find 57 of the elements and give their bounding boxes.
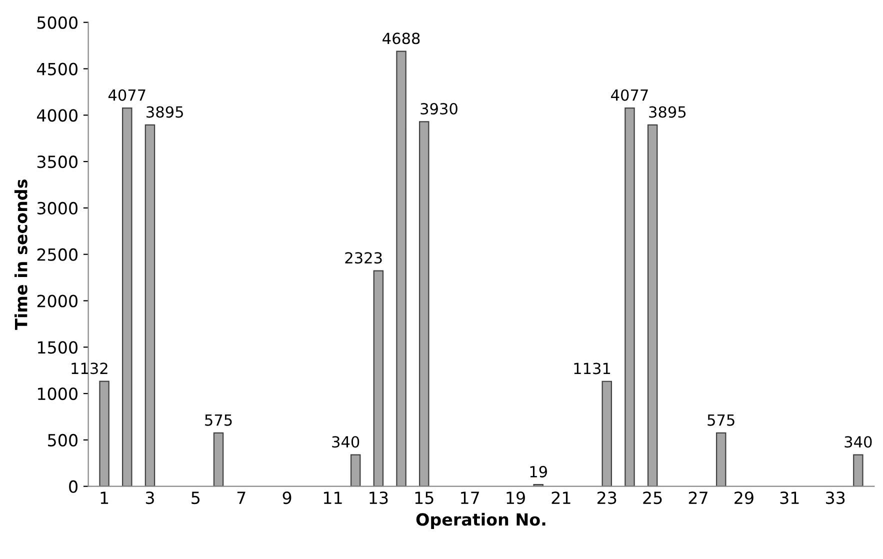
- bar: [350, 454, 361, 486]
- data-label: 340: [844, 436, 872, 448]
- y-tick-label: 2500: [37, 248, 78, 261]
- y-tick-label: 0: [69, 480, 78, 493]
- bar: [602, 380, 612, 486]
- data-label: 3895: [649, 106, 686, 118]
- x-tick-label: 15: [415, 492, 434, 504]
- data-label: 4688: [382, 32, 420, 44]
- x-tick-label: 11: [324, 492, 342, 504]
- bar: [419, 121, 430, 486]
- x-tick-label: 33: [826, 491, 845, 504]
- x-tick-label: 25: [643, 491, 662, 504]
- data-label: 575: [205, 414, 232, 426]
- data-label: 1131: [574, 362, 610, 374]
- x-tick-label: 1: [100, 492, 108, 504]
- bar: [647, 124, 658, 486]
- bar: [213, 432, 224, 486]
- data-label: 340: [332, 436, 360, 448]
- x-tick-label: 7: [237, 492, 246, 504]
- x-tick-label: 19: [506, 491, 525, 504]
- data-label: 3930: [420, 102, 458, 115]
- data-label: 575: [708, 414, 734, 426]
- data-label: 3895: [146, 106, 183, 118]
- bar: [144, 124, 156, 486]
- y-tick-label: 1000: [38, 388, 78, 400]
- data-label: 2323: [345, 252, 382, 264]
- bar: [624, 107, 635, 486]
- bar: [373, 270, 384, 486]
- x-tick-label: 5: [192, 492, 200, 504]
- x-tick-label: 27: [688, 491, 708, 504]
- data-label: 4077: [108, 89, 146, 101]
- y-tick-label: 5000: [37, 16, 78, 29]
- y-tick-label: 4000: [36, 109, 78, 122]
- y-tick-label: 3500: [37, 156, 78, 168]
- y-tick-label: 4500: [36, 62, 78, 76]
- bar: [853, 454, 864, 486]
- y-tick-label: 500: [48, 434, 78, 446]
- x-tick-label: 9: [282, 491, 292, 504]
- bar: [99, 380, 110, 486]
- data-label: 4077: [611, 89, 648, 101]
- x-tick-label: 13: [370, 491, 388, 504]
- y-tick-label: 1500: [38, 341, 78, 354]
- x-tick-label: 3: [146, 491, 154, 504]
- x-tick-label: 31: [780, 491, 799, 504]
- x-tick-label: 17: [461, 492, 479, 504]
- x-axis-title: Operation No.: [416, 512, 546, 530]
- data-label: 1132: [72, 362, 108, 374]
- bar: [716, 432, 726, 486]
- y-tick-label: 2000: [37, 294, 78, 308]
- bar: [396, 50, 406, 486]
- x-tick-label: 21: [552, 491, 570, 504]
- y-axis-title: Time in seconds: [14, 180, 28, 330]
- data-label: 19: [530, 466, 547, 478]
- x-tick-label: 29: [734, 491, 754, 504]
- y-tick-label: 3000: [37, 202, 78, 215]
- x-tick-label: 23: [598, 491, 616, 504]
- bar: [122, 107, 132, 486]
